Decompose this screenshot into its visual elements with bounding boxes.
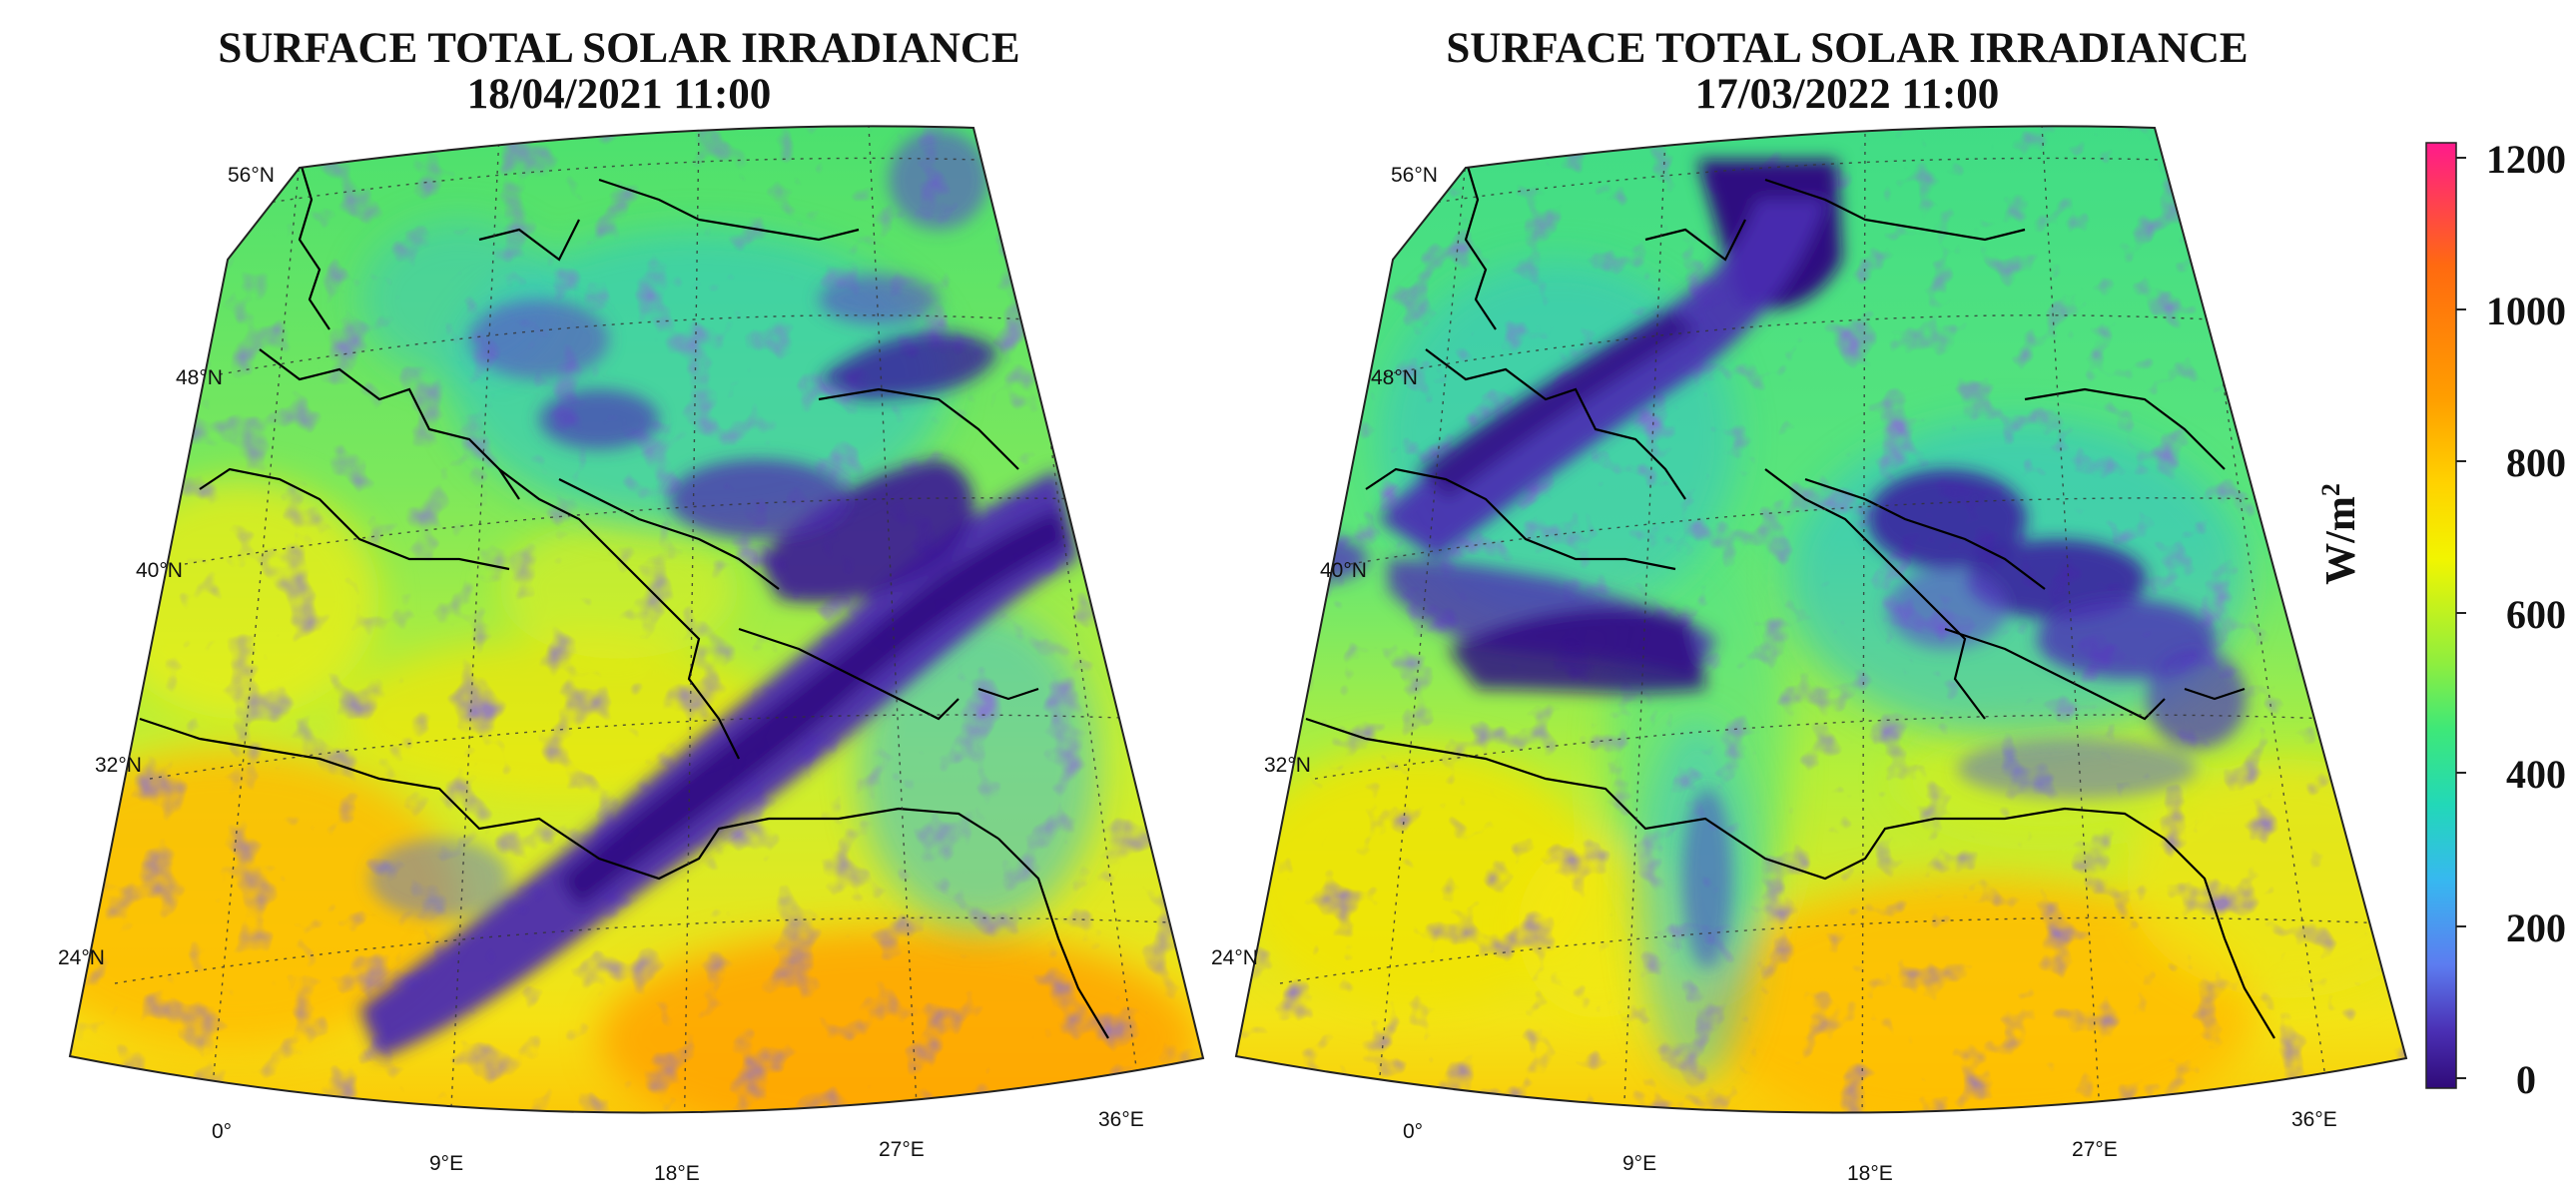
- right-lon-label: 18°E: [1847, 1162, 1893, 1185]
- left-coastlines: [139, 159, 1109, 1039]
- right-graticule: [1279, 126, 2387, 1113]
- left-lon-label: 27°E: [879, 1138, 925, 1161]
- left-irradiance-map: [68, 125, 1205, 1114]
- colorbar-unit-label: W/m2: [2316, 483, 2364, 585]
- right-title-line1: SURFACE TOTAL SOLAR IRRADIANCE: [1446, 25, 2249, 72]
- colorbar-tick-label: 400: [2506, 752, 2566, 797]
- right-lon-label: 9°E: [1622, 1152, 1656, 1175]
- right-coastlines: [1305, 159, 2275, 1039]
- colorbar-tick-label: 800: [2506, 440, 2566, 485]
- right-lat-label: 40°N: [1320, 559, 1367, 582]
- left-lat-label: 24°N: [58, 946, 105, 969]
- right-lon-label: 36°E: [2291, 1108, 2337, 1131]
- left-lon-label: 9°E: [429, 1152, 463, 1175]
- left-lat-label: 56°N: [228, 164, 275, 187]
- left-lat-label: 32°N: [95, 754, 142, 777]
- right-title-date: 17/03/2022 11:00: [1694, 71, 2000, 118]
- graticule-labels: 56°N 48°N 40°N 32°N 24°N 0° 9°E 18°E 27°…: [58, 164, 2337, 1185]
- colorbar-gradient: [2425, 142, 2457, 1089]
- left-lon-label: 18°E: [654, 1162, 700, 1185]
- colorbar-tick-label: 600: [2506, 592, 2566, 637]
- left-title-date: 18/04/2021 11:00: [466, 71, 772, 118]
- left-lon-label: 36°E: [1098, 1108, 1144, 1131]
- left-lat-label: 48°N: [176, 366, 223, 389]
- left-title-line1: SURFACE TOTAL SOLAR IRRADIANCE: [218, 25, 1020, 72]
- colorbar-tick-label: 200: [2506, 905, 2566, 950]
- colorbar-tick-label: 1000: [2486, 289, 2566, 333]
- right-irradiance-map: [1234, 125, 2408, 1114]
- right-lat-label: 32°N: [1264, 754, 1311, 777]
- right-lon-label: 27°E: [2072, 1138, 2118, 1161]
- left-lat-label: 40°N: [136, 559, 183, 582]
- right-lat-label: 48°N: [1371, 366, 1418, 389]
- left-lon-label: 0°: [212, 1120, 232, 1143]
- colorbar: [2425, 142, 2466, 1089]
- colorbar-tick-label: 1200: [2486, 137, 2566, 182]
- left-map-title: SURFACE TOTAL SOLAR IRRADIANCE 18/04/202…: [130, 26, 1108, 118]
- right-lat-label: 24°N: [1211, 946, 1258, 969]
- left-graticule: [114, 126, 1194, 1113]
- right-lon-label: 0°: [1403, 1120, 1423, 1143]
- right-map-title: SURFACE TOTAL SOLAR IRRADIANCE 17/03/202…: [1318, 26, 2376, 118]
- colorbar-ticks: [2456, 157, 2466, 1079]
- colorbar-tick-label: 0: [2516, 1057, 2536, 1102]
- right-lat-label: 56°N: [1391, 164, 1438, 187]
